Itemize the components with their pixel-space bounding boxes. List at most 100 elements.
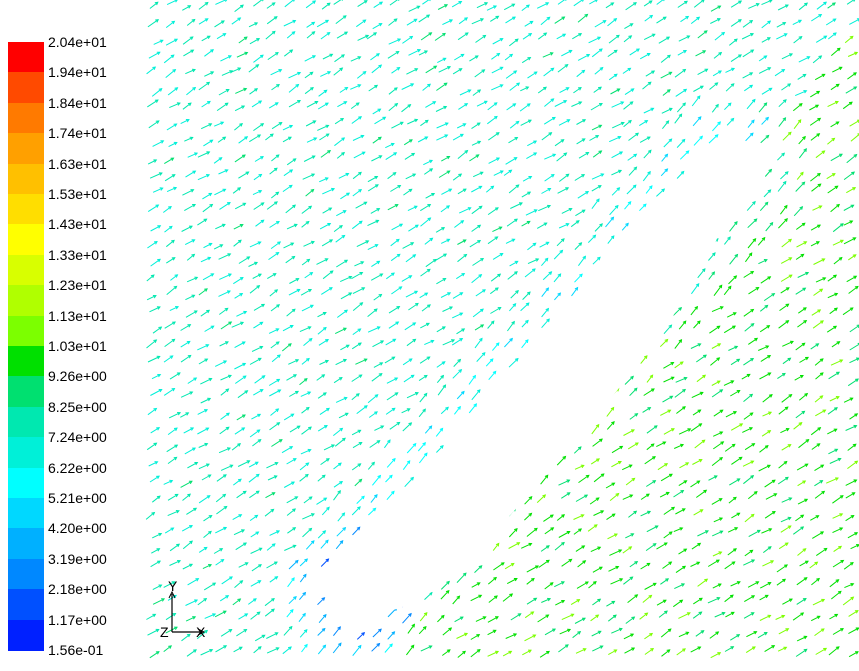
velocity-vector-head <box>355 102 360 106</box>
velocity-vector-head <box>560 139 565 143</box>
velocity-vector-head <box>189 525 194 529</box>
velocity-vector-head <box>171 174 176 178</box>
velocity-vector-head <box>634 442 639 446</box>
velocity-vector <box>673 490 684 498</box>
velocity-vector-head <box>525 319 529 324</box>
velocity-vector-head <box>429 168 434 172</box>
velocity-vector <box>674 361 684 369</box>
velocity-vector <box>643 107 654 114</box>
velocity-vector-head <box>668 71 673 76</box>
velocity-vector <box>320 558 329 567</box>
velocity-vector <box>809 561 818 569</box>
velocity-vector-head <box>492 629 497 634</box>
velocity-vector <box>815 372 824 380</box>
velocity-vector-head <box>599 438 603 443</box>
velocity-vector <box>368 84 378 92</box>
velocity-vector <box>829 579 839 588</box>
velocity-vector-head <box>153 407 158 412</box>
velocity-vector <box>456 633 468 639</box>
velocity-vector-head <box>697 542 702 547</box>
velocity-vector <box>220 374 232 381</box>
velocity-vector-head <box>500 562 505 566</box>
velocity-vector <box>610 578 623 585</box>
velocity-vector-head <box>273 167 278 172</box>
velocity-vector <box>814 480 823 487</box>
velocity-vector-head <box>325 458 330 462</box>
velocity-vector <box>707 597 720 604</box>
velocity-vector <box>502 593 513 602</box>
velocity-vector <box>778 461 788 469</box>
velocity-vector-head <box>508 169 513 174</box>
velocity-vector <box>320 458 330 466</box>
velocity-vector <box>418 375 428 382</box>
velocity-vector <box>623 429 635 436</box>
velocity-vector <box>833 257 843 265</box>
velocity-vector <box>778 406 789 415</box>
velocity-vector <box>456 123 466 129</box>
velocity-vector-head <box>325 558 330 563</box>
velocity-vector <box>541 258 549 267</box>
velocity-vector <box>404 477 414 488</box>
velocity-vector <box>796 463 808 471</box>
velocity-vector-head <box>854 610 859 614</box>
velocity-vector-head <box>288 136 292 141</box>
velocity-vector <box>250 580 261 587</box>
velocity-vector <box>727 548 737 556</box>
velocity-vector-head <box>359 272 364 276</box>
velocity-vector <box>305 189 314 197</box>
velocity-vector <box>744 595 755 603</box>
velocity-vector <box>611 187 620 196</box>
velocity-vector-head <box>343 358 348 363</box>
velocity-vector-head <box>171 387 176 392</box>
velocity-vector <box>180 119 190 125</box>
velocity-vector-head <box>499 84 504 88</box>
velocity-vector-head <box>670 376 675 381</box>
velocity-vector <box>334 327 347 335</box>
velocity-vector <box>691 542 701 550</box>
velocity-vector-head <box>803 148 807 152</box>
velocity-vector-head <box>357 342 362 347</box>
velocity-vector-head <box>649 632 654 637</box>
velocity-vector <box>793 119 802 129</box>
velocity-vector <box>215 224 226 230</box>
velocity-vector-head <box>461 328 466 332</box>
velocity-vector <box>303 155 316 162</box>
velocity-vector <box>522 649 532 656</box>
velocity-vector <box>472 89 481 96</box>
velocity-vector <box>253 123 264 132</box>
velocity-vector <box>711 498 723 505</box>
velocity-vector-head <box>543 86 547 91</box>
velocity-vector-head <box>595 497 600 501</box>
velocity-vector-head <box>565 223 570 227</box>
velocity-vector-head <box>422 408 426 413</box>
velocity-vector-head <box>613 73 618 78</box>
velocity-vector-head <box>238 239 242 244</box>
velocity-vector <box>320 150 331 158</box>
velocity-vector-head <box>457 358 462 363</box>
velocity-vector-head <box>170 54 175 59</box>
velocity-vector-head <box>717 343 722 347</box>
velocity-vector-head <box>275 647 280 651</box>
velocity-vector-head <box>262 0 264 2</box>
velocity-vector <box>504 54 513 61</box>
velocity-vector-head <box>628 546 633 550</box>
velocity-vector-head <box>512 302 517 307</box>
velocity-vector <box>812 531 824 539</box>
velocity-vector <box>628 510 637 518</box>
velocity-vector <box>504 563 515 570</box>
velocity-vector-head <box>156 495 161 500</box>
velocity-vector <box>832 239 844 246</box>
colorbar-label: 1.63e+01 <box>48 155 107 172</box>
velocity-vector <box>456 391 465 400</box>
velocity-vector-head <box>171 20 176 25</box>
velocity-vector <box>624 201 632 210</box>
velocity-vector-head <box>461 390 465 395</box>
velocity-vector-head <box>243 310 248 315</box>
velocity-vector <box>235 375 247 384</box>
velocity-vector-head <box>378 293 383 298</box>
velocity-vector-head <box>476 122 481 126</box>
velocity-vector <box>471 582 481 588</box>
velocity-vector-head <box>272 273 277 277</box>
velocity-vector-head <box>749 393 754 398</box>
velocity-vector-head <box>718 70 722 74</box>
